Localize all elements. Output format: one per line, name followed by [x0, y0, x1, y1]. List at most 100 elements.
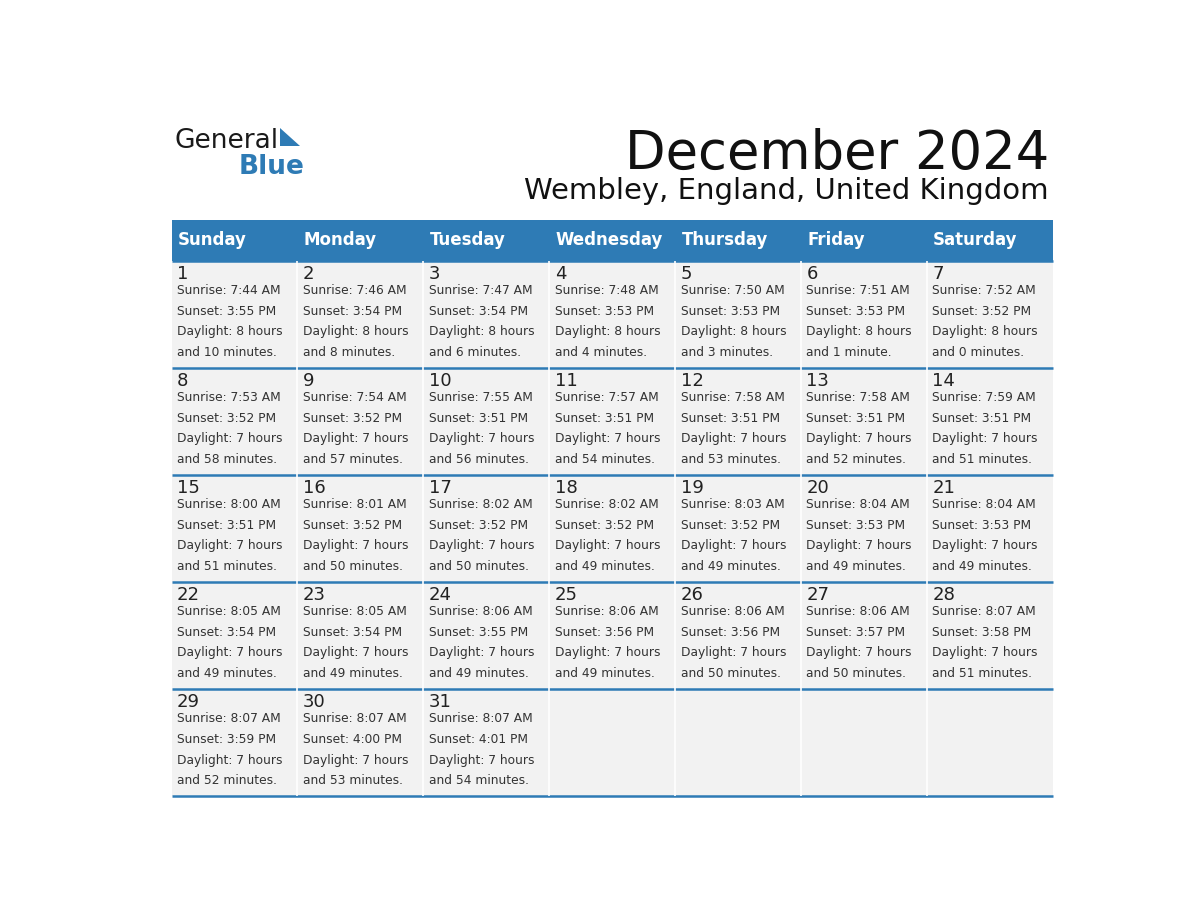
Text: 1: 1 — [177, 265, 189, 283]
Text: Daylight: 7 hours: Daylight: 7 hours — [303, 646, 409, 659]
Text: and 10 minutes.: and 10 minutes. — [177, 346, 277, 359]
Text: Daylight: 8 hours: Daylight: 8 hours — [933, 325, 1038, 339]
Text: Daylight: 7 hours: Daylight: 7 hours — [429, 432, 535, 445]
Text: Sunset: 3:51 PM: Sunset: 3:51 PM — [555, 411, 653, 425]
Text: Sunset: 3:57 PM: Sunset: 3:57 PM — [807, 625, 905, 639]
Bar — [927, 582, 1053, 688]
Text: Sunrise: 8:07 AM: Sunrise: 8:07 AM — [429, 711, 532, 725]
Bar — [171, 475, 297, 582]
Text: Daylight: 7 hours: Daylight: 7 hours — [429, 754, 535, 767]
Bar — [801, 582, 927, 688]
Text: 10: 10 — [429, 372, 451, 390]
Bar — [297, 261, 423, 368]
Text: Sunrise: 7:44 AM: Sunrise: 7:44 AM — [177, 284, 280, 297]
Text: 26: 26 — [681, 586, 703, 604]
Text: Sunset: 3:52 PM: Sunset: 3:52 PM — [933, 305, 1031, 318]
Text: Daylight: 8 hours: Daylight: 8 hours — [429, 325, 535, 339]
Text: 30: 30 — [303, 693, 326, 711]
Text: Sunset: 3:51 PM: Sunset: 3:51 PM — [429, 411, 527, 425]
Text: Sunset: 3:54 PM: Sunset: 3:54 PM — [303, 305, 402, 318]
Text: Sunset: 3:53 PM: Sunset: 3:53 PM — [807, 305, 905, 318]
Bar — [549, 368, 675, 475]
Text: Daylight: 8 hours: Daylight: 8 hours — [681, 325, 786, 339]
Text: Sunrise: 7:52 AM: Sunrise: 7:52 AM — [933, 284, 1036, 297]
Bar — [297, 368, 423, 475]
Text: 3: 3 — [429, 265, 441, 283]
Text: Sunrise: 8:04 AM: Sunrise: 8:04 AM — [933, 498, 1036, 510]
Bar — [549, 219, 675, 261]
Text: Sunset: 3:52 PM: Sunset: 3:52 PM — [555, 519, 653, 532]
Text: Sunset: 3:58 PM: Sunset: 3:58 PM — [933, 625, 1031, 639]
Text: Daylight: 7 hours: Daylight: 7 hours — [933, 432, 1038, 445]
Text: and 51 minutes.: and 51 minutes. — [933, 667, 1032, 680]
Text: Sunset: 3:52 PM: Sunset: 3:52 PM — [303, 411, 402, 425]
Text: and 54 minutes.: and 54 minutes. — [555, 453, 655, 466]
Text: and 57 minutes.: and 57 minutes. — [303, 453, 403, 466]
Text: Sunset: 3:53 PM: Sunset: 3:53 PM — [681, 305, 779, 318]
Text: and 51 minutes.: and 51 minutes. — [933, 453, 1032, 466]
Text: Sunrise: 8:07 AM: Sunrise: 8:07 AM — [177, 711, 280, 725]
Text: 11: 11 — [555, 372, 577, 390]
Text: Sunset: 3:52 PM: Sunset: 3:52 PM — [177, 411, 276, 425]
Text: Sunset: 3:54 PM: Sunset: 3:54 PM — [177, 625, 276, 639]
Polygon shape — [280, 128, 301, 145]
Text: 13: 13 — [807, 372, 829, 390]
Text: and 49 minutes.: and 49 minutes. — [681, 560, 781, 574]
Bar — [675, 475, 801, 582]
Text: Daylight: 7 hours: Daylight: 7 hours — [681, 540, 786, 553]
Text: Sunrise: 7:58 AM: Sunrise: 7:58 AM — [807, 391, 910, 404]
Text: 31: 31 — [429, 693, 451, 711]
Text: and 50 minutes.: and 50 minutes. — [681, 667, 781, 680]
Text: Daylight: 7 hours: Daylight: 7 hours — [555, 646, 661, 659]
Text: Sunrise: 8:04 AM: Sunrise: 8:04 AM — [807, 498, 910, 510]
Text: Sunrise: 8:02 AM: Sunrise: 8:02 AM — [555, 498, 658, 510]
Text: Sunrise: 8:07 AM: Sunrise: 8:07 AM — [303, 711, 406, 725]
Text: Daylight: 7 hours: Daylight: 7 hours — [807, 540, 912, 553]
Text: Daylight: 8 hours: Daylight: 8 hours — [177, 325, 283, 339]
Text: Sunset: 3:56 PM: Sunset: 3:56 PM — [681, 625, 779, 639]
Text: 23: 23 — [303, 586, 326, 604]
Text: Daylight: 7 hours: Daylight: 7 hours — [177, 432, 283, 445]
Text: Daylight: 7 hours: Daylight: 7 hours — [303, 754, 409, 767]
Bar — [549, 475, 675, 582]
Bar — [297, 219, 423, 261]
Text: Sunrise: 7:55 AM: Sunrise: 7:55 AM — [429, 391, 532, 404]
Text: Daylight: 8 hours: Daylight: 8 hours — [807, 325, 912, 339]
Bar — [171, 368, 297, 475]
Text: Daylight: 7 hours: Daylight: 7 hours — [681, 432, 786, 445]
Text: and 53 minutes.: and 53 minutes. — [681, 453, 781, 466]
Text: and 0 minutes.: and 0 minutes. — [933, 346, 1024, 359]
Text: Sunset: 3:55 PM: Sunset: 3:55 PM — [177, 305, 277, 318]
Text: Sunset: 3:51 PM: Sunset: 3:51 PM — [933, 411, 1031, 425]
Text: and 51 minutes.: and 51 minutes. — [177, 560, 277, 574]
Text: Daylight: 7 hours: Daylight: 7 hours — [303, 432, 409, 445]
Text: 5: 5 — [681, 265, 693, 283]
Bar — [423, 582, 549, 688]
Bar — [927, 368, 1053, 475]
Text: Sunrise: 8:03 AM: Sunrise: 8:03 AM — [681, 498, 784, 510]
Text: Blue: Blue — [239, 154, 304, 180]
Text: and 54 minutes.: and 54 minutes. — [429, 775, 529, 788]
Text: 21: 21 — [933, 479, 955, 497]
Text: 17: 17 — [429, 479, 451, 497]
Text: Daylight: 7 hours: Daylight: 7 hours — [429, 540, 535, 553]
Text: Sunrise: 7:54 AM: Sunrise: 7:54 AM — [303, 391, 406, 404]
Bar — [675, 688, 801, 796]
Text: Sunset: 3:56 PM: Sunset: 3:56 PM — [555, 625, 653, 639]
Bar — [171, 219, 297, 261]
Bar — [927, 688, 1053, 796]
Text: 9: 9 — [303, 372, 315, 390]
Text: Sunrise: 7:59 AM: Sunrise: 7:59 AM — [933, 391, 1036, 404]
Bar — [171, 688, 297, 796]
Bar — [675, 219, 801, 261]
Text: and 49 minutes.: and 49 minutes. — [429, 667, 529, 680]
Text: Daylight: 8 hours: Daylight: 8 hours — [555, 325, 661, 339]
Text: Sunset: 3:53 PM: Sunset: 3:53 PM — [933, 519, 1031, 532]
Bar — [423, 368, 549, 475]
Text: Sunrise: 8:07 AM: Sunrise: 8:07 AM — [933, 605, 1036, 618]
Text: Sunrise: 7:58 AM: Sunrise: 7:58 AM — [681, 391, 784, 404]
Text: Sunset: 3:52 PM: Sunset: 3:52 PM — [429, 519, 527, 532]
Text: Sunrise: 7:57 AM: Sunrise: 7:57 AM — [555, 391, 658, 404]
Text: Sunrise: 7:53 AM: Sunrise: 7:53 AM — [177, 391, 280, 404]
Bar — [297, 475, 423, 582]
